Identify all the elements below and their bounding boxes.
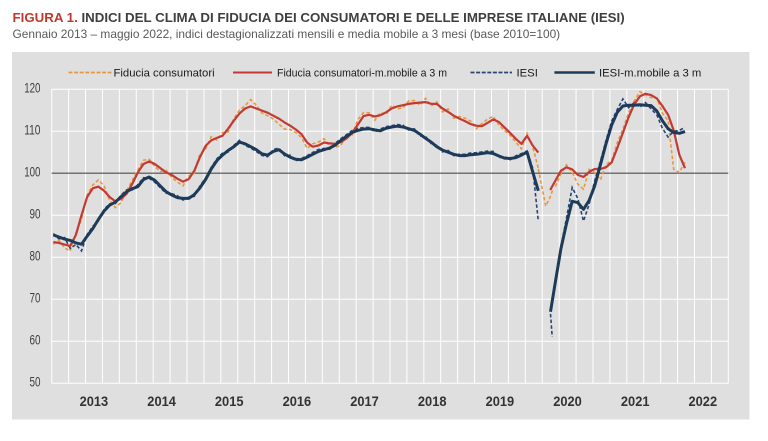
svg-text:2016: 2016 [283, 394, 312, 409]
svg-text:2013: 2013 [80, 394, 109, 409]
svg-text:50: 50 [30, 374, 41, 389]
svg-text:2019: 2019 [486, 394, 515, 409]
svg-text:2017: 2017 [350, 394, 379, 409]
svg-text:70: 70 [30, 290, 41, 305]
svg-text:60: 60 [30, 332, 41, 347]
svg-text:IESI: IESI [517, 68, 538, 80]
svg-text:IESI-m.mobile a 3 m: IESI-m.mobile a 3 m [599, 68, 701, 80]
svg-text:100: 100 [24, 164, 40, 179]
svg-text:120: 120 [24, 80, 40, 95]
svg-text:2014: 2014 [147, 394, 176, 409]
svg-text:80: 80 [30, 248, 41, 263]
svg-text:Fiducia consumatori: Fiducia consumatori [114, 68, 215, 80]
svg-text:2018: 2018 [418, 394, 447, 409]
svg-text:2015: 2015 [215, 394, 244, 409]
svg-text:90: 90 [30, 206, 41, 221]
svg-text:110: 110 [24, 122, 40, 137]
svg-text:Fiducia consumatori-m.mobile a: Fiducia consumatori-m.mobile a 3 m [277, 68, 447, 80]
svg-text:2021: 2021 [621, 394, 650, 409]
svg-text:2020: 2020 [553, 394, 582, 409]
svg-text:2022: 2022 [689, 394, 718, 409]
